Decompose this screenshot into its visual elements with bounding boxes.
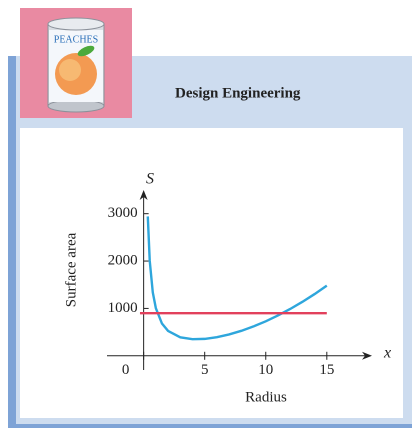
y-tick-label: 2000 (108, 252, 138, 268)
x-tick-label: 15 (319, 362, 334, 378)
x-tick-label: 0 (122, 362, 130, 378)
panel-bottom (8, 424, 412, 428)
header-title: Design Engineering (175, 85, 301, 101)
can-icon (47, 17, 105, 113)
y-axis-label: Surface area (63, 232, 79, 307)
panel-edge (8, 56, 16, 428)
curve (146, 216, 328, 341)
badge-label: PEACHES (54, 34, 98, 45)
x-tick-label: 5 (201, 362, 209, 378)
x-axis-label: Radius (245, 389, 287, 405)
y-tick-label: 1000 (108, 300, 138, 316)
y-tick-label: 3000 (108, 205, 138, 221)
y-symbol: S (146, 171, 154, 188)
x-tick-label: 10 (258, 362, 273, 378)
x-symbol: x (383, 345, 391, 362)
y-axis-arrow (139, 190, 148, 200)
chart-panel (20, 128, 403, 418)
x-axis-arrow (362, 351, 372, 360)
